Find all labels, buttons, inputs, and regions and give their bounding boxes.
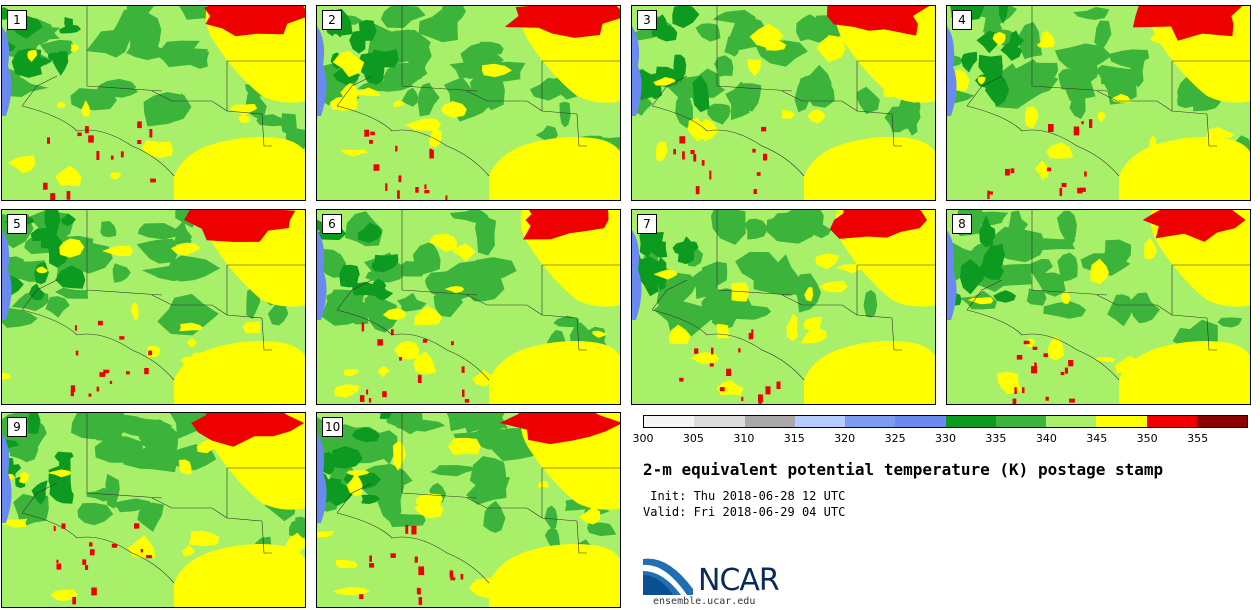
map-panel: 10 bbox=[316, 412, 621, 608]
colorbar-segment bbox=[1146, 416, 1197, 427]
map-panel: 6 bbox=[316, 209, 621, 405]
logo-text: NCAR bbox=[698, 563, 780, 598]
panel-number-label: 3 bbox=[637, 10, 657, 30]
panel-number-label: 8 bbox=[952, 214, 972, 234]
colorbar-segment bbox=[845, 416, 896, 427]
panel-number-label: 2 bbox=[322, 10, 342, 30]
colorbar-tick-label: 300 bbox=[632, 432, 654, 445]
colorbar-tick-label: 340 bbox=[1035, 432, 1057, 445]
logo-url: ensemble.ucar.edu bbox=[653, 596, 756, 607]
map-panel: 1 bbox=[1, 5, 306, 201]
map-panel: 7 bbox=[631, 209, 936, 405]
colorbar-tick-label: 315 bbox=[783, 432, 805, 445]
colorbar-tick-label: 345 bbox=[1086, 432, 1108, 445]
colorbar-segment bbox=[1096, 416, 1147, 427]
colorbar-tick-label: 350 bbox=[1136, 432, 1158, 445]
map-panel: 5 bbox=[1, 209, 306, 405]
init-time: Init: Thu 2018-06-28 12 UTC bbox=[643, 489, 846, 503]
colorbar-tick-label: 355 bbox=[1187, 432, 1209, 445]
colorbar-segment bbox=[995, 416, 1046, 427]
colorbar-tick-label: 310 bbox=[733, 432, 755, 445]
map-canvas bbox=[632, 6, 935, 200]
colorbar-tick-label: 335 bbox=[985, 432, 1007, 445]
colorbar-tick-label: 325 bbox=[884, 432, 906, 445]
colorbar-segment bbox=[945, 416, 996, 427]
colorbar-segment bbox=[744, 416, 795, 427]
map-canvas bbox=[317, 413, 620, 607]
colorbar-segment bbox=[1046, 416, 1097, 427]
map-panel: 3 bbox=[631, 5, 936, 201]
colorbar-segment bbox=[694, 416, 745, 427]
map-canvas bbox=[2, 413, 305, 607]
valid-time: Valid: Fri 2018-06-29 04 UTC bbox=[643, 505, 846, 519]
map-canvas bbox=[317, 6, 620, 200]
map-canvas bbox=[2, 210, 305, 404]
ncar-logo-icon bbox=[643, 558, 693, 595]
map-canvas bbox=[2, 6, 305, 200]
map-panel: 4 bbox=[946, 5, 1251, 201]
colorbar-tick-label: 320 bbox=[834, 432, 856, 445]
colorbar bbox=[643, 415, 1248, 428]
colorbar-segment bbox=[895, 416, 946, 427]
colorbar-tick-label: 305 bbox=[682, 432, 704, 445]
map-panel: 2 bbox=[316, 5, 621, 201]
panel-number-label: 1 bbox=[7, 10, 27, 30]
colorbar-tick-label: 330 bbox=[935, 432, 956, 445]
panel-number-label: 5 bbox=[7, 214, 27, 234]
colorbar-segment bbox=[644, 416, 695, 427]
panel-number-label: 9 bbox=[7, 417, 27, 437]
panel-number-label: 6 bbox=[322, 214, 342, 234]
colorbar-segment bbox=[794, 416, 845, 427]
panel-number-label: 10 bbox=[322, 417, 344, 437]
panel-number-label: 7 bbox=[637, 214, 657, 234]
map-panel: 8 bbox=[946, 209, 1251, 405]
map-canvas bbox=[632, 210, 935, 404]
map-canvas bbox=[947, 210, 1250, 404]
plot-title: 2-m equivalent potential temperature (K)… bbox=[643, 460, 1164, 479]
map-panel: 9 bbox=[1, 412, 306, 608]
panel-number-label: 4 bbox=[952, 10, 972, 30]
map-canvas bbox=[317, 210, 620, 404]
colorbar-segment bbox=[1196, 416, 1247, 427]
map-canvas bbox=[947, 6, 1250, 200]
